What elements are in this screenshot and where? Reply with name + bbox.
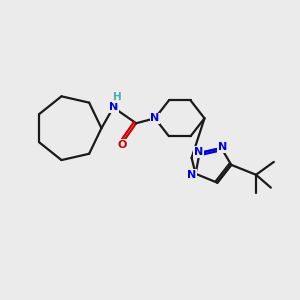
Text: N: N — [187, 170, 196, 180]
Text: N: N — [218, 142, 227, 152]
Text: H: H — [113, 92, 122, 103]
Text: N: N — [194, 147, 203, 157]
Text: O: O — [118, 140, 127, 150]
Text: N: N — [109, 102, 118, 112]
Text: N: N — [150, 113, 160, 123]
